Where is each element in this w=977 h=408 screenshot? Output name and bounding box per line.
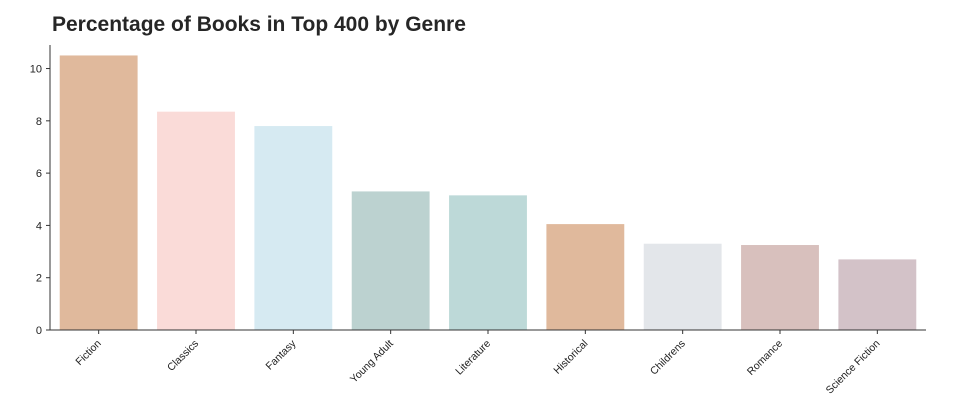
y-axis: 0 2 4 6 8 10 bbox=[30, 45, 51, 337]
x-tick-label: Childrens bbox=[648, 338, 688, 378]
x-tick-label: Romance bbox=[745, 338, 785, 378]
x-tick-label: Science Fiction bbox=[824, 338, 883, 397]
y-tick-label: 8 bbox=[36, 116, 42, 128]
x-tick-label: Classics bbox=[165, 338, 201, 374]
y-tick-label: 4 bbox=[36, 220, 42, 232]
chart-title: Percentage of Books in Top 400 by Genre bbox=[52, 13, 466, 36]
bar-literature bbox=[449, 195, 527, 330]
x-tick-label: Fantasy bbox=[264, 337, 299, 372]
bar-fantasy bbox=[254, 126, 333, 330]
bar-classics bbox=[157, 111, 235, 330]
x-tick-label: Literature bbox=[453, 338, 493, 378]
x-axis: Fiction Classics Fantasy Young Adult Literat… bbox=[50, 329, 926, 397]
bar-romance bbox=[741, 245, 819, 330]
bar-young-adult bbox=[351, 191, 430, 330]
x-tick-label: Young Adult bbox=[348, 338, 396, 386]
bar-science-fiction bbox=[838, 259, 917, 330]
x-tick-label: Historical bbox=[551, 338, 590, 377]
bars-layer bbox=[59, 55, 917, 331]
x-tick-label: Fiction bbox=[73, 338, 103, 368]
y-tick-label: 10 bbox=[30, 64, 42, 76]
y-tick-label: 6 bbox=[36, 168, 42, 180]
y-tick-label: 2 bbox=[36, 273, 42, 285]
bar-childrens bbox=[643, 243, 722, 330]
bar-fiction bbox=[59, 55, 138, 331]
y-tick-label: 0 bbox=[36, 325, 42, 337]
bar-historical bbox=[546, 224, 625, 330]
